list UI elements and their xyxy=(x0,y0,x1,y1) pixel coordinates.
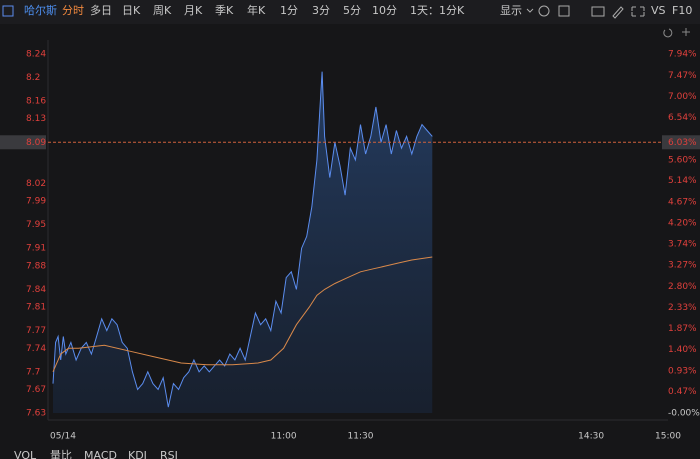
crosshair-label-bg xyxy=(0,135,46,150)
tab[interactable]: 1天：1分K xyxy=(410,4,465,17)
tab[interactable]: 年K xyxy=(247,3,266,17)
tab[interactable]: 10分 xyxy=(372,4,397,17)
y-tick-label: 7.74 xyxy=(26,344,46,354)
indicator-tab[interactable]: VOL xyxy=(14,449,37,459)
y2-tick-label: 7.47% xyxy=(668,71,697,81)
tab[interactable]: 日K xyxy=(122,4,141,17)
toolbar xyxy=(0,0,700,24)
indicator-tab[interactable]: KDJ xyxy=(128,449,147,459)
y2-tick-label: 3.74% xyxy=(668,239,697,249)
y-tick-label: 7.91 xyxy=(26,244,46,254)
x-tick-label: 11:00 xyxy=(271,432,297,442)
zoom-icon[interactable] xyxy=(682,28,690,36)
average-line xyxy=(52,256,433,372)
y2-tick-label: 4.67% xyxy=(668,197,697,207)
tab[interactable]: 1分 xyxy=(280,4,298,17)
vs-button[interactable]: VS xyxy=(651,4,666,17)
settings-icon[interactable] xyxy=(538,5,550,17)
tab[interactable]: 周K xyxy=(153,4,172,17)
y-tick-label: 8.16 xyxy=(26,97,46,107)
price-area xyxy=(53,71,433,413)
y-tick-label: 7.77 xyxy=(26,326,46,336)
y-tick-label: 7.95 xyxy=(26,220,46,230)
indicator-tab[interactable]: MACD xyxy=(84,449,117,459)
y2-tick-label: 3.27% xyxy=(668,261,697,271)
y-tick-label: 7.67 xyxy=(26,385,46,395)
y2-tick-label: 7.94% xyxy=(668,50,697,60)
tab[interactable]: 5分 xyxy=(343,4,361,17)
tab[interactable]: 多日 xyxy=(90,3,112,17)
draw-icon[interactable] xyxy=(612,6,624,19)
price-line xyxy=(52,71,433,408)
y2-tick-label: 6.54% xyxy=(668,113,697,123)
stock-icon xyxy=(2,5,14,17)
f10-button[interactable]: F10 xyxy=(672,4,692,17)
x-tick-label: 15:00 xyxy=(655,432,681,442)
tab[interactable]: 季K xyxy=(215,4,234,17)
y-tick-label: 8.13 xyxy=(26,114,46,124)
y-tick-label: 8.24 xyxy=(26,50,46,60)
y-tick-label: 7.84 xyxy=(26,285,46,295)
y2-tick-label: 1.40% xyxy=(668,345,697,355)
display-menu[interactable]: 显示 xyxy=(500,4,522,17)
tab-active[interactable]: 分时 xyxy=(62,4,84,17)
crosshair-label-bg xyxy=(662,135,700,150)
x-tick-label: 05/14 xyxy=(50,432,76,442)
dropdown-icon xyxy=(526,8,534,13)
indicator-tab[interactable]: 量比 xyxy=(50,449,72,459)
y-tick-label: 7.88 xyxy=(26,261,46,271)
y2-tick-label: 2.33% xyxy=(668,303,697,313)
y2-tick-label: -0.00% xyxy=(668,409,700,419)
y-tick-label: 7.99 xyxy=(26,197,46,207)
undo-icon[interactable] xyxy=(663,28,673,38)
y-tick-label: 8.2 xyxy=(26,73,40,83)
stock-name[interactable]: 哈尔斯 xyxy=(24,4,57,17)
camera-icon[interactable] xyxy=(591,6,605,17)
y-tick-label: 7.63 xyxy=(26,409,46,419)
y2-tick-label: 5.14% xyxy=(668,176,697,186)
y-tick-label: 7.7 xyxy=(26,367,40,377)
y-tick-label: 7.81 xyxy=(26,303,46,313)
crosshair-price: 8.09 xyxy=(26,138,46,148)
y2-tick-label: 0.93% xyxy=(668,366,697,376)
y2-tick-label: 5.60% xyxy=(668,155,697,165)
y2-tick-label: 1.87% xyxy=(668,324,697,334)
checkbox-icon[interactable] xyxy=(558,5,570,17)
x-tick-label: 14:30 xyxy=(578,432,604,442)
y2-tick-label: 0.47% xyxy=(668,387,697,397)
crosshair-percent: 6.03% xyxy=(668,138,697,148)
y2-tick-label: 4.20% xyxy=(668,219,697,229)
tab[interactable]: 3分 xyxy=(312,4,330,17)
y-tick-label: 8.02 xyxy=(26,179,46,189)
indicator-tab[interactable]: RSI xyxy=(160,449,178,459)
y2-tick-label: 7.00% xyxy=(668,92,697,102)
tab[interactable]: 月K xyxy=(184,4,203,17)
fullscreen-icon[interactable] xyxy=(631,6,645,17)
x-tick-label: 11:30 xyxy=(348,432,374,442)
y2-tick-label: 2.80% xyxy=(668,282,697,292)
